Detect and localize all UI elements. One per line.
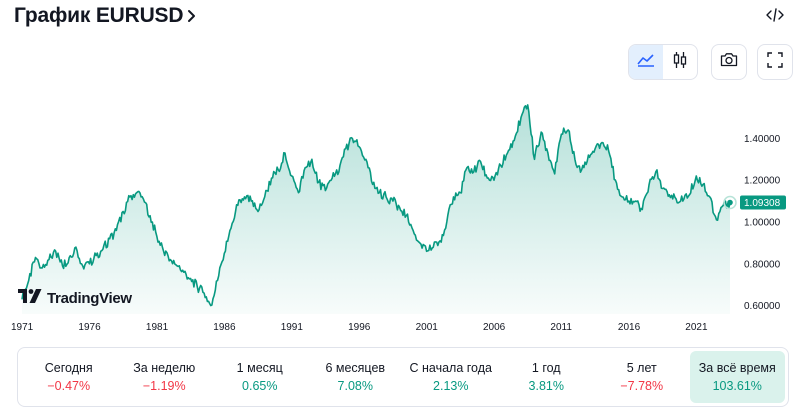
candlestick-button[interactable] — [663, 45, 697, 79]
x-tick-label: 2006 — [483, 322, 506, 333]
period-6[interactable]: 5 лет −7.78% — [594, 351, 690, 403]
y-tick-label: 1.20000 — [744, 176, 781, 187]
y-tick-label: 0.80000 — [744, 259, 781, 270]
x-tick-label: 1996 — [348, 322, 371, 333]
period-change: −0.47% — [47, 379, 91, 393]
chart-toolbar — [628, 44, 793, 80]
period-label: 1 год — [531, 361, 561, 375]
period-change: 103.61% — [712, 379, 762, 393]
period-3[interactable]: 6 месяцев 7.08% — [308, 351, 404, 403]
period-change: 7.08% — [337, 379, 373, 393]
area-chart-icon — [637, 53, 655, 72]
period-0[interactable]: Сегодня −0.47% — [21, 351, 117, 403]
x-tick-label: 1971 — [11, 322, 34, 333]
period-label: За неделю — [133, 361, 196, 375]
chart-header: График EURUSD — [14, 2, 197, 30]
area-chart-button[interactable] — [629, 45, 663, 79]
code-embed-icon[interactable] — [764, 4, 786, 26]
x-tick-label: 2001 — [416, 322, 439, 333]
camera-icon — [720, 52, 738, 72]
period-change: 0.65% — [242, 379, 278, 393]
last-price-marker-ring — [723, 195, 737, 210]
period-change: −7.78% — [620, 379, 664, 393]
tradingview-logo[interactable]: TradingView — [18, 289, 132, 308]
period-change: −1.19% — [142, 379, 186, 393]
last-price-marker — [727, 199, 733, 206]
x-tick-label: 2021 — [685, 322, 708, 333]
tradingview-logo-icon — [18, 289, 42, 308]
period-label: За всё время — [698, 361, 776, 375]
period-4[interactable]: С начала года 2.13% — [403, 351, 499, 403]
period-label: 5 лет — [626, 361, 657, 375]
x-tick-label: 2011 — [550, 322, 572, 333]
fullscreen-icon — [767, 51, 783, 73]
x-tick-label: 1991 — [281, 322, 304, 333]
period-5[interactable]: 1 год 3.81% — [499, 351, 595, 403]
period-7[interactable]: За всё время 103.61% — [689, 351, 785, 403]
fullscreen-button[interactable] — [757, 44, 793, 80]
y-tick-label: 0.60000 — [744, 301, 781, 312]
period-change: 3.81% — [528, 379, 564, 393]
period-1[interactable]: За неделю −1.19% — [117, 351, 213, 403]
chart-style-group — [628, 44, 698, 80]
y-tick-label: 1.00000 — [744, 218, 781, 229]
price-chart[interactable]: 0.60000 0.80000 1.00000 1.20000 1.40000 1971… — [0, 0, 800, 345]
period-change: 2.13% — [433, 379, 469, 393]
tradingview-logo-text: TradingView — [47, 290, 132, 307]
chevron-right-icon[interactable] — [187, 9, 197, 23]
period-selector: Сегодня −0.47% За неделю −1.19% 1 месяц 0.65%… — [17, 347, 789, 407]
price-area-fill — [22, 104, 730, 315]
last-price-value: 1.09308 — [744, 198, 781, 209]
snapshot-button[interactable] — [711, 44, 747, 80]
y-tick-label: 1.40000 — [744, 134, 781, 145]
x-tick-label: 1986 — [213, 322, 236, 333]
period-label: 1 месяц — [236, 361, 283, 375]
x-tick-label: 1981 — [146, 322, 169, 333]
x-tick-label: 2016 — [618, 322, 641, 333]
chart-title[interactable]: График EURUSD — [14, 4, 184, 27]
period-label: Сегодня — [44, 361, 93, 375]
period-label: С начала года — [409, 361, 492, 375]
candlestick-icon — [673, 51, 687, 74]
last-price-tag: 1.09308 — [740, 195, 786, 210]
x-tick-label: 1976 — [78, 322, 101, 333]
price-line — [21, 104, 731, 307]
period-2[interactable]: 1 месяц 0.65% — [212, 351, 308, 403]
period-label: 6 месяцев — [325, 361, 386, 375]
